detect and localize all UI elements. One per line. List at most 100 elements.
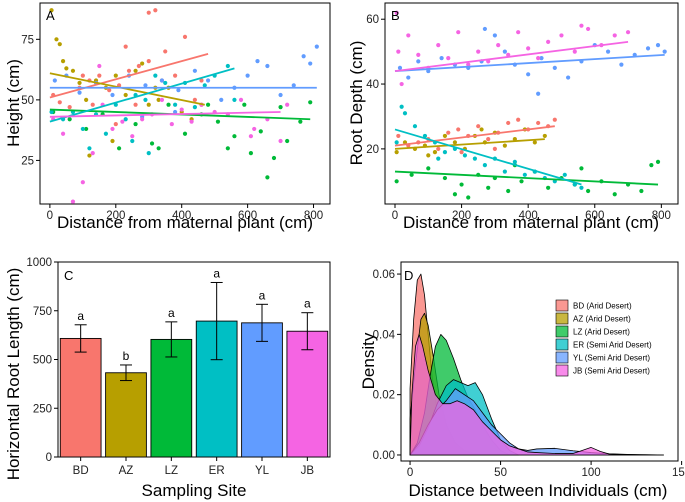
panel-a-point-az (60, 59, 66, 64)
significance-letter-jb: a (304, 297, 311, 311)
panel-b-point-yl (552, 65, 557, 70)
panel-a-point-lz (265, 175, 270, 180)
panel-d-ylabel: Density (359, 332, 378, 389)
panel-d-xtick-label: 50 (494, 467, 507, 479)
panel-b-fit-line-lz (394, 170, 659, 186)
panel-a-point-bd (107, 88, 112, 93)
panel-b-point-yl (536, 91, 541, 96)
panel-a-point-bd (153, 8, 158, 13)
panel-b-xtick-label: 600 (585, 210, 604, 222)
panel-b-xtick-label: 0 (392, 210, 398, 222)
panel-b-point-az (479, 127, 484, 132)
panel-a: 0 200 400 600 800 25 50 75 A Distance from mate… (4, 2, 331, 232)
significance-letter-bd: a (77, 309, 84, 323)
panel-a-point-er (163, 80, 168, 86)
panel-a-point-yl (173, 109, 178, 115)
panel-b-point-er (482, 162, 487, 168)
panel-d-xtick-label: 150 (672, 467, 685, 479)
panel-a-point-bd (126, 68, 132, 73)
panel-a-point-bd (133, 102, 138, 107)
panel-a-point-bd (67, 105, 72, 110)
panel-a-ytick-label: 25 (21, 155, 34, 167)
panel-b-point-az (432, 150, 438, 155)
panel-a-point-az (64, 66, 69, 71)
panel-a-point-lz (215, 119, 221, 124)
panel-a-point-az (110, 138, 115, 144)
panel-a-point-er (80, 126, 85, 132)
panel-b-point-jb (436, 43, 441, 48)
panel-b-point-lz (579, 166, 584, 171)
panel-b-point-er (436, 156, 441, 161)
panel-b-point-jb (625, 30, 631, 35)
legend-swatch-bd (555, 299, 569, 312)
panel-b-point-er (422, 133, 428, 139)
panel-a-point-az (84, 97, 89, 102)
panel-a-point-az (57, 42, 62, 47)
panel-b-point-er (502, 169, 507, 174)
panel-a-point-yl (192, 68, 197, 73)
panel-c-xtick-label: BD (73, 465, 89, 477)
panel-b-point-er (399, 104, 404, 109)
panel-a-fit-line-jb (49, 111, 281, 118)
legend-label-bd: BD (Arid Desert) (573, 302, 632, 311)
panel-c-xtick-label: YL (255, 465, 270, 477)
panel-a-point-er (143, 97, 148, 102)
panel-a-point-bd (113, 121, 118, 127)
panel-d-xtick-label: 0 (407, 467, 413, 479)
panel-b-point-yl (526, 72, 531, 77)
panel-b-point-az (394, 150, 399, 155)
panel-b-point-jb (559, 33, 564, 38)
panel-b-point-jb (416, 52, 421, 57)
panel-b-point-bd (459, 150, 464, 155)
panel-b-point-bd (436, 146, 441, 151)
panel-b-point-jb (526, 46, 531, 51)
panel-b-point-lz (452, 192, 458, 197)
panel-b-point-lz (466, 195, 471, 200)
panel-c-ytick-label: 250 (33, 403, 52, 415)
panel-b-point-az (426, 153, 431, 158)
panel-b-fit-line-jb (394, 41, 629, 72)
panel-a-point-lz (285, 138, 290, 144)
panel-b-point-jb (612, 33, 617, 38)
panel-b-point-yl (406, 75, 411, 80)
panel-a-point-lz (166, 102, 171, 107)
panel-b-point-bd (476, 124, 481, 129)
panel-b-point-yl (492, 33, 497, 38)
panel-b-ytick-label: 60 (366, 14, 379, 26)
panel-b-point-jb (536, 56, 541, 61)
panel-a-point-lz (308, 100, 313, 105)
panel-a-point-yl (176, 88, 181, 93)
panel-a-point-lz (84, 126, 89, 132)
panel-a-point-az (87, 153, 92, 158)
panel-a-point-er (130, 138, 135, 144)
panel-a-point-er (87, 146, 92, 151)
panel-a-point-jb (140, 117, 145, 122)
panel-a-ylabel: Height (cm) (4, 59, 23, 147)
panel-a-point-jb (252, 126, 257, 132)
panel-a-point-lz (232, 134, 237, 139)
panel-a-point-jb (70, 199, 76, 204)
panel-a-point-jb (80, 180, 85, 185)
panel-a-point-jb (159, 97, 165, 102)
panel-a-point-bd (173, 73, 178, 78)
panel-b-point-lz (409, 172, 414, 177)
panel-a-point-az (123, 92, 128, 98)
bar-az (105, 372, 147, 458)
panel-b-point-bd (486, 137, 491, 142)
panel-b-point-lz (442, 175, 448, 181)
legend-swatch-yl (555, 351, 569, 364)
legend-label-az: AZ (Arid Desert) (573, 315, 631, 324)
legend-label-jb: JB (Semi Arid Desert) (573, 367, 650, 376)
panel-b-point-jb (516, 30, 521, 35)
panel-a-point-lz (298, 119, 303, 124)
panel-a-xlabel: Distance from maternal plant (cm) (57, 213, 313, 232)
panel-b-point-lz (519, 179, 524, 184)
panel-a-point-yl (52, 78, 57, 83)
panel-a-point-bd (146, 10, 151, 15)
panel-d: 0 50 100 150 0.00 0.02 0.04 0.06 D Distance bet… (359, 261, 685, 500)
panel-b-ytick-label: 40 (366, 79, 379, 91)
panel-b-xtick-label: 400 (519, 210, 538, 222)
panel-a-point-jb (179, 107, 184, 112)
significance-letter-az: b (123, 349, 130, 363)
significance-letter-er: a (213, 266, 220, 280)
